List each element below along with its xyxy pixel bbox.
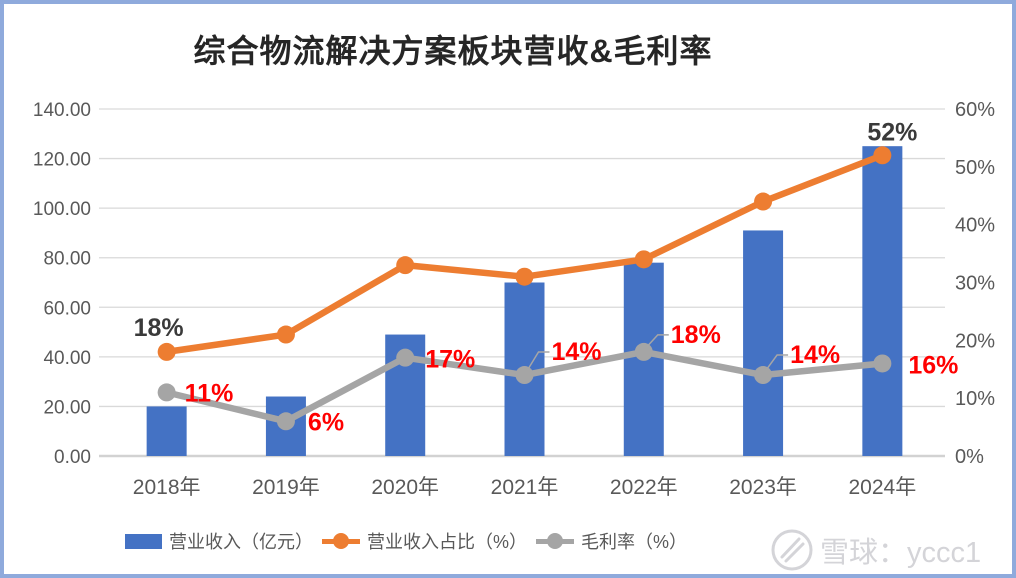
- legend-bar-swatch: [125, 533, 162, 549]
- data-point-2021年: [515, 267, 534, 286]
- chart-plot-area: 0.00 20.00 40.00 60.00 80.00 100.00 120.00 140.…: [33, 99, 995, 499]
- data-point-2023年: [754, 192, 773, 211]
- left-axis-tick-label: 60.00: [43, 298, 91, 319]
- chart-title: 综合物流解决方案板块营收&毛利率: [193, 33, 713, 69]
- legend-dot: [547, 533, 564, 549]
- data-point-2018年: [157, 383, 176, 402]
- data-point-2022年: [634, 250, 653, 269]
- legend-label: 营业收入（亿元）: [169, 532, 313, 552]
- chart-legend: 营业收入（亿元） 营业收入占比（%） 毛利率（%）: [125, 528, 696, 554]
- x-axis-tick-label: 2021年: [491, 476, 559, 499]
- data-point-2018年: [157, 342, 176, 361]
- left-axis-tick-label: 140.00: [33, 100, 91, 121]
- bar-2023年: [743, 230, 784, 456]
- data-label: 14%: [790, 341, 840, 369]
- xueqiu-logo-icon: [771, 529, 813, 571]
- data-point-2021年: [515, 366, 534, 385]
- right-axis-tick-label: 40%: [955, 215, 995, 237]
- label-leader-line: [646, 334, 669, 348]
- data-label: 18%: [134, 314, 184, 342]
- data-label: 14%: [552, 338, 602, 366]
- legend-dot: [333, 533, 349, 549]
- data-point-2024年: [873, 146, 892, 165]
- data-point-2020年: [396, 348, 415, 367]
- x-axis-tick-label: 2018年: [133, 476, 201, 499]
- right-axis-tick-label: 0%: [955, 446, 984, 468]
- right-axis-tick-label: 60%: [955, 99, 995, 121]
- watermark: 雪球：yccc1: [769, 527, 981, 573]
- data-point-2022年: [634, 342, 653, 361]
- label-leader-line: [765, 354, 789, 371]
- legend-line-swatch: [322, 532, 360, 550]
- legend-item: 营业收入（亿元）: [125, 528, 313, 554]
- data-label: 18%: [671, 321, 721, 349]
- data-point-2024年: [873, 354, 892, 373]
- data-label: 16%: [908, 351, 958, 379]
- right-axis-tick-label: 10%: [955, 388, 995, 410]
- bar-2018年: [146, 406, 187, 456]
- label-leader-line: [526, 351, 550, 371]
- legend-line-swatch: [536, 532, 575, 550]
- bar-2024年: [862, 146, 903, 456]
- legend-item: 营业收入占比（%）: [322, 528, 527, 554]
- data-label: 52%: [867, 118, 917, 146]
- data-label: 17%: [425, 346, 475, 374]
- legend-label: 毛利率（%）: [581, 532, 688, 552]
- left-axis-tick-label: 20.00: [43, 397, 91, 418]
- data-point-2020年: [396, 256, 415, 275]
- left-axis-tick-label: 80.00: [43, 249, 91, 270]
- data-point-2019年: [276, 325, 295, 344]
- left-axis-tick-label: 0.00: [54, 447, 91, 468]
- watermark-text: 雪球：yccc1: [820, 537, 982, 569]
- x-axis-tick-label: 2024年: [848, 476, 916, 499]
- x-axis-tick-label: 2023年: [729, 476, 797, 499]
- legend-item: 毛利率（%）: [536, 528, 687, 554]
- left-axis-tick-label: 100.00: [33, 199, 91, 220]
- right-axis-tick-label: 20%: [955, 330, 995, 352]
- data-point-2023年: [754, 366, 773, 385]
- x-axis-tick-label: 2019年: [252, 476, 320, 499]
- left-axis-tick-label: 120.00: [33, 150, 91, 171]
- right-axis-tick-label: 50%: [955, 157, 995, 179]
- x-axis-tick-label: 2020年: [371, 476, 439, 499]
- data-label: 11%: [185, 379, 234, 407]
- left-axis-tick-label: 40.00: [43, 348, 91, 369]
- data-point-2019年: [276, 412, 295, 431]
- right-axis-tick-label: 30%: [955, 273, 995, 295]
- x-axis-tick-label: 2022年: [610, 476, 678, 499]
- data-label: 6%: [308, 408, 344, 436]
- legend-label: 营业收入占比（%）: [367, 532, 528, 552]
